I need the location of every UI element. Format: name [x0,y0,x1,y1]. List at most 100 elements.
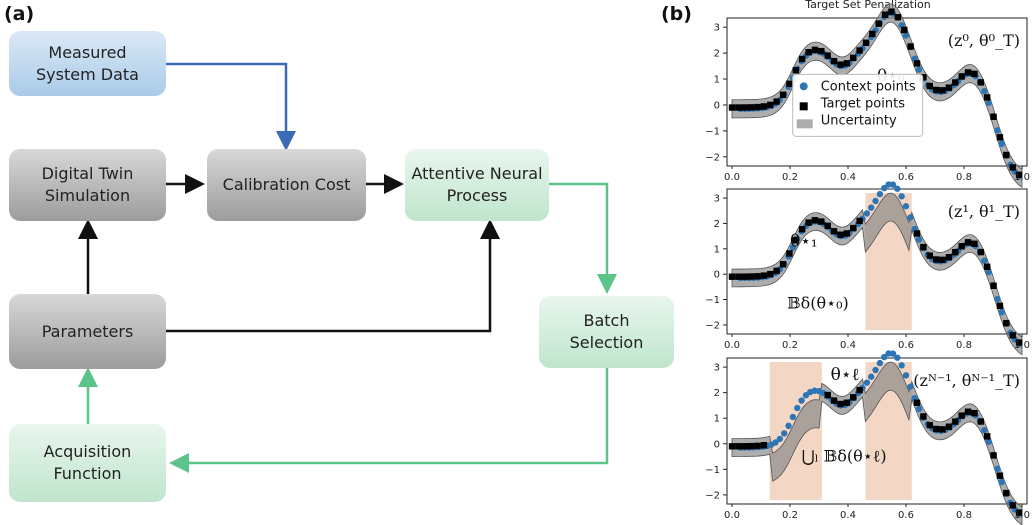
arrow-batch-to-acquisition [169,368,609,473]
context-point [863,379,871,386]
target-point [1003,319,1010,327]
context-point [872,197,879,205]
y-tick-label: 3 [714,23,720,34]
target-point [747,442,755,450]
target-point [818,47,825,55]
target-point [843,230,851,237]
target-point [964,239,972,246]
context-point [868,204,875,211]
target-point [971,409,978,417]
target-point [869,30,876,38]
context-point [998,140,1005,148]
context-point [985,99,992,107]
target-point [1009,332,1016,339]
plot-frame [726,188,1028,335]
target-point [984,94,991,101]
target-point [945,254,953,261]
x-tick-label: 0.0 [724,340,740,351]
target-point [843,399,851,406]
target-point [818,218,825,225]
target-point [843,60,851,67]
x-tick-label: 0.8 [956,340,972,351]
x-tick-label: 0.4 [840,172,856,183]
y-tick-label: 0 [714,100,720,111]
target-point [741,104,748,111]
x-tick-label: 0.2 [782,172,798,183]
x-tick-label: 0.6 [898,510,914,521]
target-point [952,79,959,86]
context-point [898,362,905,369]
context-point [863,210,871,217]
target-point [824,222,831,230]
legend-entry: Target points [820,96,906,111]
context-point [898,193,905,200]
target-point [913,399,921,406]
target-point [926,252,933,259]
target-point [901,26,908,34]
batch-selection-box: Batch Selection [539,296,674,368]
theta-label: θ⋆₁ [790,231,818,251]
target-point [990,282,997,289]
context-point [868,373,875,380]
panel-a-label: (a) [4,3,35,25]
target-point [920,74,927,81]
context-point [994,465,1001,473]
context-point [889,181,897,188]
target-point [1015,339,1023,346]
target-point [830,397,838,404]
target-point [779,261,787,268]
target-point [773,267,780,275]
target-point [760,103,768,110]
arrow-anp-to-batch [549,182,617,294]
target-point [779,91,787,99]
context-point [785,422,792,430]
parameters-box: Parameters [9,294,166,369]
x-tick-label: 0.2 [782,340,798,351]
target-point [773,98,780,105]
x-tick-label: 0.8 [956,172,972,183]
target-point [939,426,946,433]
target-point [913,60,921,67]
legend-entry: Uncertainty [821,113,897,128]
target-point [977,248,985,256]
target-point [958,73,965,80]
y-tick-label: 1 [714,414,720,425]
context-point [781,430,788,437]
x-tick-label: 0.0 [724,510,740,521]
target-point [760,442,768,449]
target-point [798,225,806,233]
target-point [735,273,742,280]
ball-label: ⋃ₗ 𝔹δ(θ⋆ℓ) [802,447,887,466]
y-tick-label: 1 [714,75,720,86]
context-point [915,236,923,243]
context-point [789,244,797,251]
y-tick-label: −1 [705,295,720,306]
context-point [981,87,988,95]
x-tick-label: 0.8 [956,510,972,521]
context-point [876,190,884,198]
target-point [977,418,985,425]
context-point [881,353,888,361]
x-tick-label: 0.4 [840,340,856,351]
target-point [741,273,748,280]
target-point [984,433,991,440]
measured-system-data-box: Measured System Data [9,31,166,96]
target-point [875,20,882,27]
target-point [811,46,819,54]
target-point [920,243,927,251]
panel-b-label: (b) [661,3,692,25]
target-point [830,57,838,65]
target-point [1009,164,1016,171]
target-point [971,70,978,78]
legend-uncertainty-marker [796,119,813,129]
y-tick-label: −1 [705,465,720,476]
target-point [811,217,819,224]
target-point [856,217,863,225]
target-point [996,134,1004,141]
target-point [856,47,863,54]
x-tick-label: 0.2 [782,510,798,521]
context-point [776,435,784,443]
x-tick-label: 1.0 [1014,510,1030,521]
